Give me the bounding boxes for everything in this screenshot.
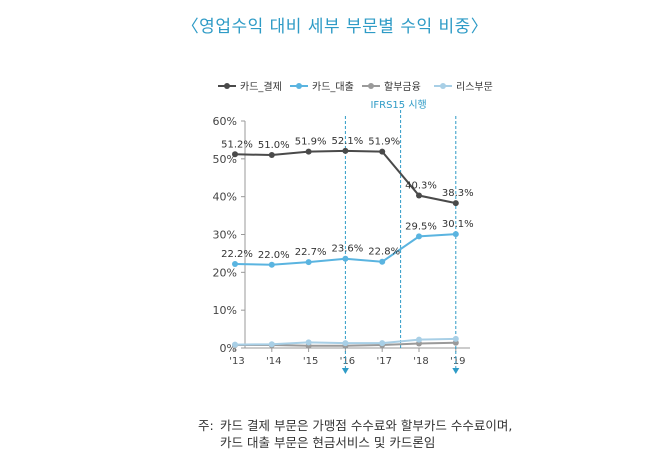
data-point — [379, 258, 386, 265]
data-point — [416, 336, 422, 343]
legend-label: 카드_대출 — [312, 81, 354, 93]
data-label: 22.8% — [368, 247, 400, 258]
data-point — [268, 152, 275, 159]
data-point — [342, 147, 349, 154]
data-label: 51.0% — [258, 140, 290, 151]
data-point — [452, 231, 459, 238]
event-marker-arrow — [341, 368, 349, 374]
y-tick-label: 20% — [213, 266, 237, 279]
legend-marker — [368, 83, 374, 89]
legend-label: 리스부문 — [456, 81, 493, 93]
x-tick-label: '17 — [376, 356, 391, 367]
data-point — [452, 335, 459, 342]
x-tick-label: '13 — [229, 356, 244, 367]
x-tick-label: '19 — [450, 356, 465, 367]
page-title: 〈영업수익 대비 세부 부문별 수익 비중〉 — [181, 17, 489, 37]
data-label: 51.9% — [368, 137, 400, 148]
data-point — [232, 341, 238, 348]
data-point — [342, 340, 349, 347]
data-point — [305, 259, 312, 266]
data-label: 23.6% — [332, 244, 364, 255]
data-label: 52.1% — [332, 136, 364, 147]
data-label: 22.7% — [295, 247, 327, 258]
y-tick-label: 60% — [213, 115, 237, 128]
data-label: 30.1% — [442, 219, 474, 230]
data-label: 51.2% — [221, 139, 253, 150]
legend-label: 할부금융 — [384, 81, 421, 93]
y-tick-label: 10% — [213, 304, 237, 317]
y-tick-label: 30% — [213, 229, 237, 242]
legend-marker — [224, 83, 230, 89]
data-label: 29.5% — [405, 221, 437, 232]
event-marker-label: IFRS15 시행 — [370, 99, 426, 111]
data-label: 22.0% — [258, 250, 290, 261]
data-label: 40.3% — [405, 181, 437, 192]
legend-marker — [440, 83, 446, 89]
data-point — [379, 148, 386, 155]
x-tick-label: '15 — [303, 356, 318, 367]
x-tick-label: '14 — [266, 356, 281, 367]
data-label: 51.9% — [295, 137, 327, 148]
event-marker-arrow — [452, 368, 460, 374]
data-point — [232, 151, 238, 158]
data-point — [416, 233, 422, 240]
data-point — [232, 261, 238, 268]
footnote: 주: 카드 결제 부문은 가맹점 수수료와 할부카드 수수료이며, 카드 대출 부… — [198, 417, 638, 451]
data-point — [452, 200, 459, 207]
y-tick-label: 40% — [213, 191, 237, 204]
data-point — [268, 341, 275, 348]
data-point — [416, 192, 422, 199]
x-tick-label: '18 — [413, 356, 428, 367]
line-chart: 0%10%20%30%40%50%60%'13'14'15'16'17'18'1… — [213, 81, 493, 374]
data-point — [305, 339, 312, 346]
data-point — [379, 340, 386, 347]
data-label: 38.3% — [442, 188, 474, 199]
x-tick-label: '16 — [340, 356, 355, 367]
chart-container: 0% 10% 20% 30% 40% 50% 60% '13'14'15'16'17'18'1… — [213, 81, 493, 374]
footnote-prefix: 주: — [198, 418, 214, 433]
legend-marker — [296, 83, 302, 89]
data-point — [305, 148, 312, 155]
data-label: 22.2% — [221, 249, 253, 260]
data-point — [268, 261, 275, 268]
footnote-text: 카드 결제 부문은 가맹점 수수료와 할부카드 수수료이며, 카드 대출 부문은… — [220, 418, 513, 450]
y-tick-label: 50% — [213, 153, 237, 166]
data-point — [342, 255, 349, 262]
legend-label: 카드_결제 — [240, 81, 282, 93]
